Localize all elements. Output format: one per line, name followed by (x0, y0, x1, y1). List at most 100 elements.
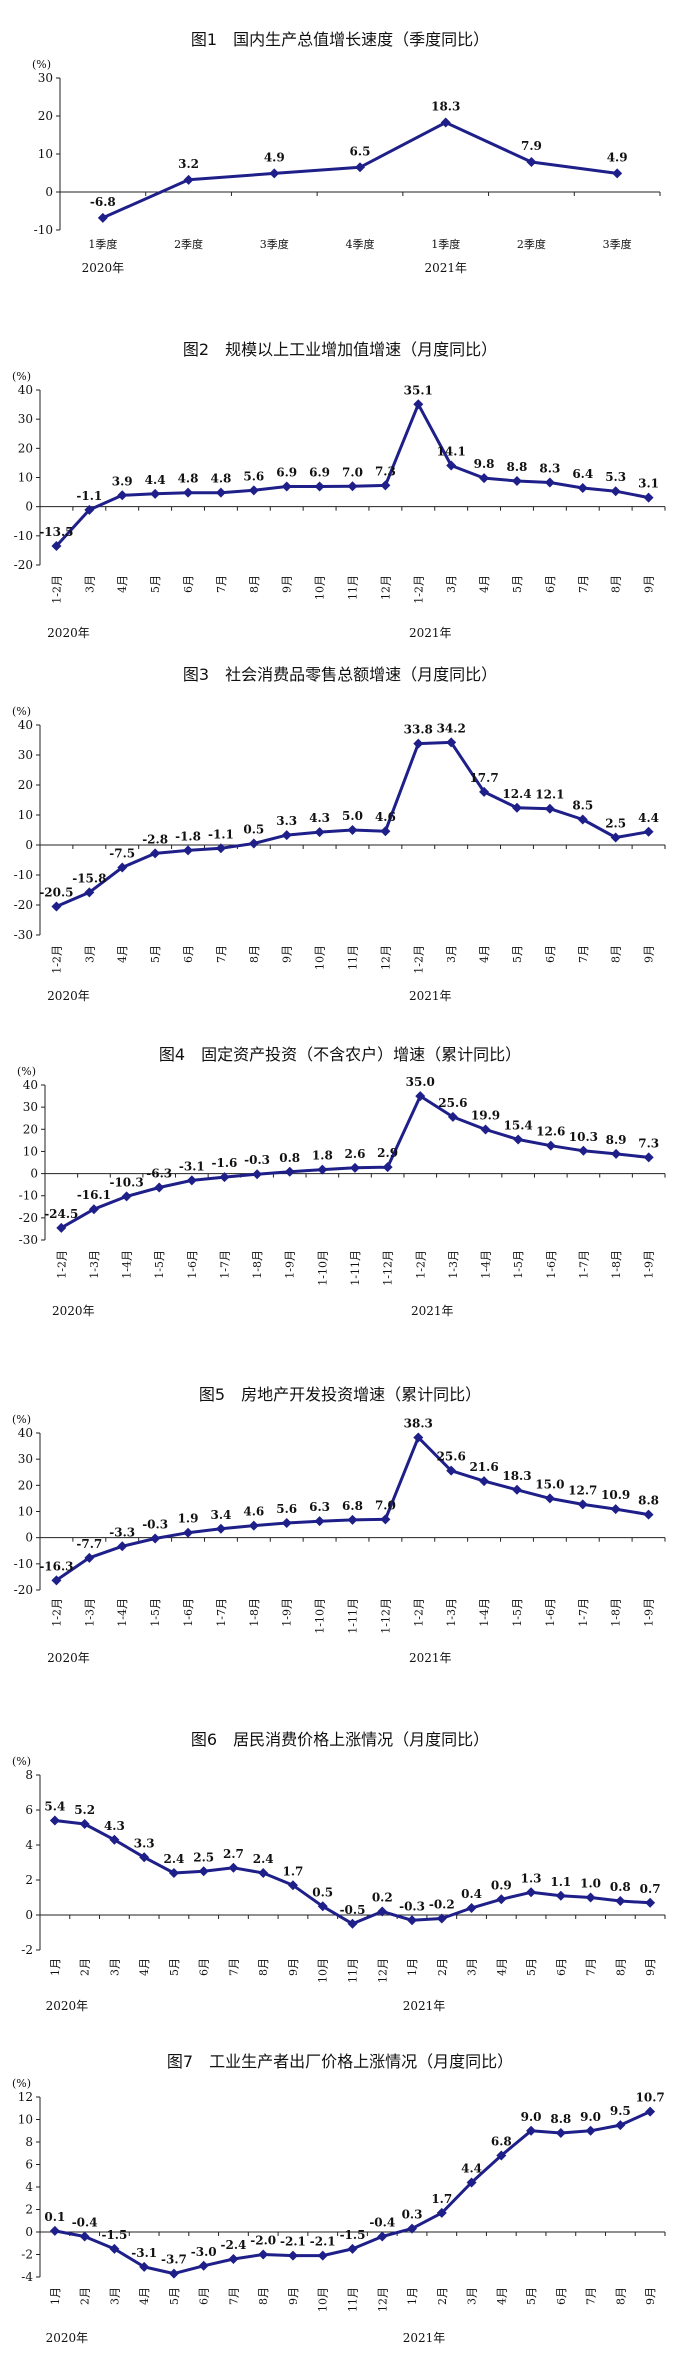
c7-data-label: -0.4 (72, 2216, 98, 2230)
c6-data-point (466, 1903, 477, 1913)
c7-data-label: 1.7 (431, 2192, 452, 2206)
c1-x-tick-label: 2季度 (174, 237, 203, 251)
c7-x-tick-label: 9月 (644, 2287, 657, 2305)
c6-x-tick-label: 5月 (168, 1958, 181, 1976)
c6-y-tick-label: -2 (21, 1943, 33, 1957)
c5-data-label: -7.7 (76, 1537, 102, 1551)
c6-x-tick-label: 3月 (108, 1958, 121, 1976)
c7-data-label: -3.7 (161, 2253, 187, 2267)
c2-data-point (577, 483, 588, 493)
c7-data-label: -2.4 (221, 2238, 247, 2252)
c7-x-tick-label: 12月 (376, 2287, 389, 2312)
c7-y-tick-label: 4 (25, 2180, 33, 2194)
c7-year-label: 2020年 (46, 2331, 89, 2345)
c5-data-point (248, 1520, 259, 1531)
chart-gdp: 图1 国内生产总值增长速度（季度同比） (%) -10 0 10 20 30 1季度 2季度 3季… (32, 30, 661, 275)
c3-x-tick-label: 6月 (544, 945, 557, 963)
c5-data-point (215, 1523, 226, 1534)
c6-data-label: -0.3 (399, 1899, 425, 1913)
c5-x-tick-label: 1-4月 (478, 1598, 491, 1627)
c2-y-tick-label: 0 (25, 500, 33, 514)
c6-x-tick-label: 9月 (287, 1958, 300, 1976)
chart-gdp-panel: 图1 国内生产总值增长速度（季度同比） (%) -10 0 10 20 30 1季度 2季度 3季… (0, 0, 680, 325)
c2-x-tick-label: 4月 (116, 575, 129, 593)
c2-x-tick-label: 9月 (281, 575, 294, 593)
c5-y-tick-label: 30 (18, 1452, 33, 1466)
c4-x-tick-label: 1-3月 (447, 1250, 460, 1279)
c2-x-tick-label: 4月 (478, 575, 491, 593)
c4-x-tick-label: 1-11月 (349, 1250, 362, 1286)
c4-y-tick-label: 10 (23, 1144, 38, 1158)
c2-data-point (314, 481, 325, 492)
c5-data-point (610, 1504, 621, 1515)
c2-data-point (479, 473, 490, 484)
c3-data-label: -2.8 (142, 832, 168, 846)
c7-data-label: -2.0 (250, 2234, 276, 2248)
c2-x-tick-label: 10月 (314, 575, 327, 600)
c3-x-tick-label: 9月 (643, 945, 656, 963)
c4-x-tick-label: 1-7月 (218, 1250, 231, 1279)
c1-y-tick-label: 10 (38, 147, 53, 161)
c1-data-point (97, 212, 108, 223)
c2-y-tick-label: -20 (14, 558, 33, 572)
c1-x-tick-label: 2季度 (517, 237, 546, 251)
c6-data-point (555, 1890, 566, 1901)
c6-data-label: 0.7 (640, 1882, 661, 1896)
c5-data-label: 6.8 (342, 1499, 363, 1513)
chart-ppi-panel: 图7 工业生产者出厂价格上涨情况（月度同比） (%) -4 -2 0 2 4 6 8 10 12 1月… (0, 2037, 680, 2357)
c5-data-point (577, 1499, 588, 1510)
c2-y-tick-label: -10 (14, 529, 33, 543)
c5-x-tick-label: 1-6月 (182, 1598, 195, 1627)
c2-data-point (183, 487, 194, 498)
c2-data-point (610, 486, 621, 497)
c6-data-label: -0.5 (340, 1903, 366, 1917)
c7-data-label: -0.4 (369, 2216, 395, 2230)
c2-data-label: 4.8 (210, 472, 231, 486)
c6-data-point (49, 1815, 60, 1826)
c6-x-tick-label: 7月 (227, 1958, 240, 1976)
c6-data-label: 0.8 (610, 1880, 631, 1894)
c7-data-label: 9.5 (610, 2104, 631, 2118)
c2-y-tick-label: 20 (18, 441, 33, 455)
c6-data-point (287, 1880, 298, 1891)
c3-series-line (55, 740, 649, 908)
c5-data-point (84, 1552, 95, 1563)
c4-data-point (56, 1222, 67, 1233)
c2-x-tick-label: 3月 (83, 575, 96, 593)
c4-data-point (154, 1182, 165, 1193)
c6-x-tick-label: 2月 (436, 1958, 449, 1976)
c7-y-tick-label: 0 (25, 2225, 33, 2239)
c7-y-tick-label: -2 (21, 2248, 33, 2262)
c5-data-point (544, 1493, 555, 1504)
c4-series-line (60, 1094, 649, 1230)
c6-data-point (645, 1897, 656, 1908)
c6-data-point (228, 1862, 239, 1873)
c3-x-tick-label: 8月 (610, 945, 623, 963)
c7-x-tick-label: 2月 (436, 2287, 449, 2305)
c2-title: 图2 规模以上工业增加值增速（月度同比） (183, 340, 497, 359)
c5-x-tick-label: 1-7月 (577, 1598, 590, 1627)
c5-x-tick-label: 1-3月 (445, 1598, 458, 1627)
c3-x-tick-label: 3月 (83, 945, 96, 963)
c6-x-tick-label: 1月 (406, 1958, 419, 1976)
c5-data-label: 5.6 (276, 1502, 297, 1516)
c1-year-label: 2020年 (82, 261, 125, 275)
c7-data-point (287, 2250, 298, 2261)
c3-year-label: 2021年 (409, 989, 452, 1003)
c1-data-label: -6.8 (90, 195, 116, 209)
c7-data-label: 9.0 (580, 2110, 601, 2124)
c3-y-tick-label: 30 (18, 748, 33, 762)
c4-data-point (382, 1162, 393, 1173)
c5-data-point (347, 1514, 358, 1525)
c1-data-label: 7.9 (521, 139, 542, 153)
c3-data-label: 4.6 (375, 810, 396, 824)
c2-x-tick-label: 8月 (248, 575, 261, 593)
c6-data-label: 0.2 (372, 1891, 393, 1905)
c1-unit: (%) (32, 58, 51, 71)
c3-data-point (183, 845, 194, 856)
c3-data-label: 3.3 (276, 814, 297, 828)
c3-x-tick-label: 7月 (215, 945, 228, 963)
c1-data-label: 6.5 (350, 144, 371, 158)
c5-data-label: 7.0 (375, 1498, 396, 1512)
c7-x-tick-label: 6月 (198, 2287, 211, 2305)
